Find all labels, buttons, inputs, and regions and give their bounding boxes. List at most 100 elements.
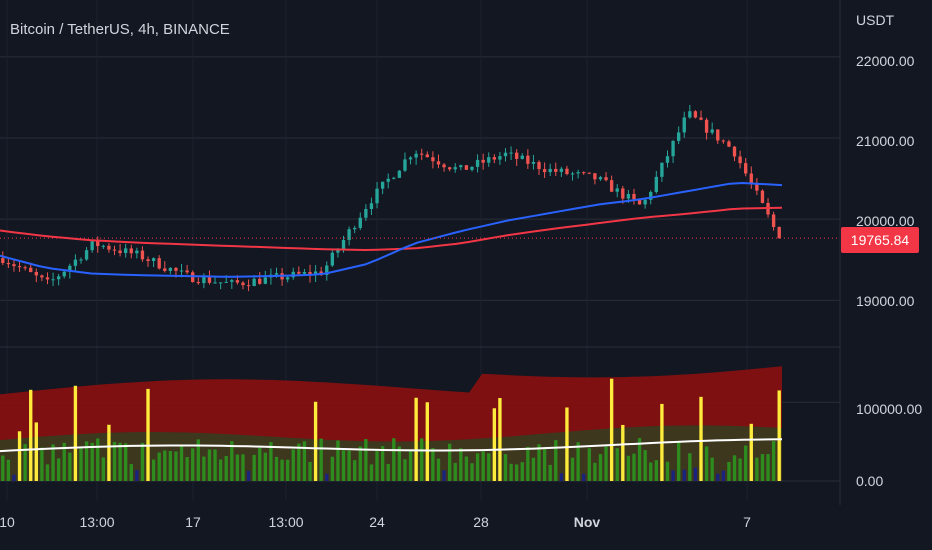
candle-body [380, 181, 385, 189]
volume-bar [252, 454, 256, 481]
candle-body [464, 165, 469, 170]
volume-bar [302, 441, 307, 481]
candle-body [302, 271, 307, 274]
volume-bar [157, 452, 161, 481]
candle-body [191, 272, 195, 283]
volume-bar [744, 445, 748, 481]
candle-body [604, 177, 608, 181]
candle-body [537, 161, 541, 170]
candle-body [671, 140, 675, 157]
candle-body [542, 169, 547, 173]
volume-bar [112, 441, 117, 481]
candle-body [84, 250, 89, 260]
candle-body [760, 190, 765, 203]
volume-bar [353, 460, 357, 481]
volume-bar [414, 397, 418, 481]
price-tick: 22000.00 [856, 53, 915, 69]
volume-bar [537, 444, 541, 481]
candle-body [587, 172, 591, 174]
time-tick: 7 [743, 514, 751, 530]
volume-bar [637, 438, 642, 481]
volume-bar [542, 448, 547, 481]
volume-bar [202, 456, 206, 481]
time-tick: 13:00 [268, 514, 304, 530]
volume-bar [319, 438, 323, 481]
volume-bar [643, 450, 647, 481]
candle-body [621, 188, 625, 199]
candle-body [481, 159, 485, 163]
volume-bar [492, 408, 497, 481]
candle-body [777, 226, 781, 239]
candle-body [593, 173, 597, 180]
volume-bar [6, 459, 11, 481]
volume-bar [364, 439, 368, 481]
volume-bar [503, 454, 508, 481]
candle-body [45, 277, 50, 280]
candle-body [526, 155, 530, 164]
candle-body [252, 278, 256, 287]
volume-bar [168, 450, 173, 481]
volume-bar [766, 454, 770, 481]
volume-bar [291, 449, 295, 481]
volume-bar [408, 449, 413, 481]
candle-body [140, 250, 145, 260]
candle-body [230, 280, 234, 282]
candle-body [576, 172, 580, 174]
candle-body [258, 278, 262, 284]
volume-bar [598, 454, 603, 481]
volume-bar [347, 450, 351, 481]
volume-bar [62, 442, 66, 481]
candle-body [744, 163, 748, 174]
volume-bar [101, 457, 106, 481]
volume-bar [118, 442, 122, 481]
volume-bar [196, 439, 200, 481]
candle-body [397, 170, 402, 178]
price-tick: 19000.00 [856, 293, 915, 309]
time-tick: 24 [369, 514, 385, 530]
volume-bar [124, 443, 128, 481]
volume-bar [649, 462, 653, 481]
candle-body [548, 168, 552, 173]
candle-body [6, 263, 11, 265]
candle-body [73, 259, 78, 266]
volume-bar [609, 378, 614, 481]
candle-body [168, 267, 173, 271]
volume-bar [509, 463, 513, 481]
volume-bar [531, 457, 536, 481]
volume-bar [464, 456, 469, 481]
volume-bar [587, 448, 591, 481]
volume-bar [481, 451, 485, 481]
volume-bar [51, 444, 55, 481]
candle-body [90, 241, 94, 251]
volume-bar [777, 390, 781, 481]
candle-body [598, 177, 603, 180]
volume-bar [336, 440, 340, 481]
candle-body [436, 161, 441, 165]
candle-body [213, 282, 217, 284]
candle-body [559, 168, 564, 172]
volume-bar [146, 388, 150, 481]
candle-body [34, 272, 38, 276]
volume-bar [1, 455, 5, 481]
candle-body [12, 264, 16, 267]
volume-bar [582, 473, 586, 481]
volume-bar [738, 458, 742, 481]
volume-bar [397, 446, 402, 481]
candle-body [710, 129, 714, 133]
candle-body [414, 153, 418, 158]
volume-bar [29, 389, 33, 481]
candle-body [654, 176, 658, 192]
candle-body [118, 250, 122, 254]
volume-bar [174, 451, 178, 481]
candle-body [325, 265, 329, 276]
volume-bar [548, 464, 552, 481]
candle-body [771, 214, 776, 227]
candle-body [207, 276, 212, 283]
price-tick: 20000.00 [856, 213, 915, 229]
volume-bar [325, 473, 329, 481]
price-tick: 21000.00 [856, 133, 915, 149]
candle-body [565, 168, 569, 174]
symbol-title[interactable]: Bitcoin / TetherUS, 4h, BINANCE [10, 21, 230, 38]
last-price-badge: 19765.84 [841, 227, 919, 253]
